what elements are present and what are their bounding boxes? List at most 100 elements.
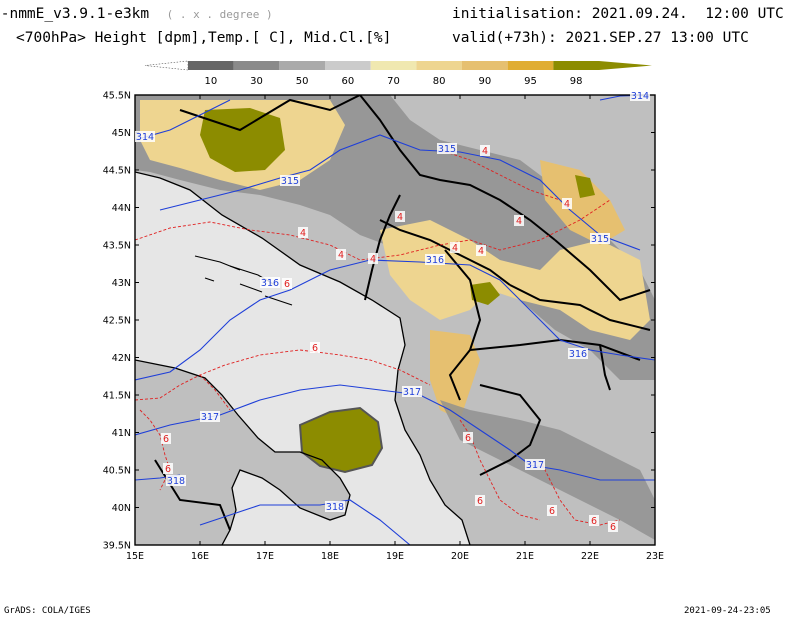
contour-label-bg [437,143,457,154]
height-contour-label: 315 [281,176,299,187]
latitude-label: 45N [112,128,131,139]
latitude-label: 41.5N [103,391,131,402]
height-contour-label: 316 [261,278,279,289]
colorbar-segment [507,61,554,70]
temperature-contour-label: 6 [610,522,616,533]
valid-label: valid(+73h): [452,30,557,46]
colorbar-label: 10 [204,76,217,87]
height-contour-labels: 314 315 315 315 316 316 316 317 317 317 318 318 314 [135,90,650,513]
longitude-labels: 15E 16E 17E 18E 19E 20E 21E 22E 23E [126,551,664,562]
temperature-contour-label: 6 [165,464,171,475]
temperature-contour-label: 4 [516,216,522,227]
temperature-contour-labels: 4 4 4 4 4 4 4 4 4 6 6 6 6 6 6 6 6 6 [161,145,618,533]
temperature-contour-label: 6 [591,516,597,527]
contour-label-bg [402,386,422,397]
height-contour-label: 317 [526,460,544,471]
contour-label-bg [463,432,473,443]
latitude-label: 40.5N [103,466,131,477]
latitude-label: 45.5N [103,91,131,102]
coastline-adriatic [135,171,471,545]
latitude-label: 40N [112,503,131,514]
colorbar-segment [462,61,508,70]
contour-label-bg [280,175,300,186]
colorbar-label: 98 [570,76,583,87]
height-contour-label: 315 [591,234,609,245]
height-contour-label: 318 [326,502,344,513]
colorbar-segment [553,61,599,70]
contour-label-bg [166,475,186,486]
contour-label-bg [395,211,405,222]
longitude-label: 22E [581,551,599,562]
cloud-peak-south [298,406,384,474]
contour-label-bg [476,245,486,256]
temperature-contour-label: 6 [284,279,290,290]
contour-label-bg [310,342,320,353]
height-contour-label: 314 [631,91,649,102]
temperature-contour-label: 6 [477,496,483,507]
valid-line: valid(+73h): 2021.SEP.27 13:00 UTC [452,30,749,47]
cloud-peak-east [575,175,595,198]
latitude-label: 43.5N [103,241,131,252]
country-borders [154,95,651,531]
longitude-label: 15E [126,551,144,562]
footer-right: 2021-09-24-23:05 [684,606,771,616]
contour-label-bg [425,254,445,265]
contour-label-bg [135,131,155,142]
colorbar: 10 30 50 60 70 80 90 95 98 [144,60,652,87]
colorbar-label: 70 [387,76,400,87]
contour-label-bg [590,233,610,244]
temperature-contour-label: 4 [370,254,376,265]
longitude-label: 18E [321,551,339,562]
longitude-label: 16E [191,551,209,562]
latitude-label: 44N [112,203,131,214]
valid-time: 13:00 UTC [670,30,749,46]
valid-date: 2021.SEP.27 [565,30,662,46]
header-title-line: f-nmmE_v3.9.1-e3km ( . x . degree ) [0,6,273,23]
footer-left: GrADS: COLA/IGES [4,606,91,616]
height-contour-label: 316 [569,349,587,360]
longitude-label: 19E [386,551,404,562]
colorbar-label: 95 [524,76,537,87]
contour-label-bg [608,521,618,532]
cloud-gray-south [440,400,655,540]
longitude-label: 20E [451,551,469,562]
colorbar-label: 90 [478,76,491,87]
axis-ticks [134,94,656,546]
temperature-contour-label: 4 [397,212,403,223]
longitude-label: 23E [646,551,664,562]
height-contour-label: 317 [201,412,219,423]
contour-label-bg [475,495,485,506]
model-name: f-nmmE_v3.9.1-e3km [0,6,150,22]
contour-label-bg [589,515,599,526]
land-italy-heel [135,360,350,545]
colorbar-label: 80 [433,76,446,87]
contour-label-bg [325,501,345,512]
temperature-contour-label: 6 [163,434,169,445]
contour-label-bg [630,90,650,101]
contour-label-bg [161,433,171,444]
colorbar-label: 60 [341,76,354,87]
temperature-contour-label: 4 [564,199,570,210]
units-note: ( . x . degree ) [166,8,273,21]
cloud-peak-central [470,282,500,305]
longitude-label: 21E [516,551,534,562]
height-contour-label: 315 [438,144,456,155]
init-line: initialisation: 2021.09.24. 12:00 UTC [452,6,784,23]
colorbar-segment [416,61,462,70]
latitude-label: 43N [112,278,131,289]
contour-label-bg [450,242,460,253]
latitude-label: 39.5N [103,541,131,552]
contour-label-bg [547,505,557,516]
longitude-label: 17E [256,551,274,562]
contour-label-bg [525,459,545,470]
fields-description: <700hPa> Height [dpm],Temp.[ C], Mid.Cl.… [16,30,392,46]
height-contour-label: 316 [426,255,444,266]
cloud-yellow-east [540,160,625,245]
colorbar-segment [188,61,234,70]
latitude-label: 41N [112,428,131,439]
contour-label-bg [260,277,280,288]
contour-label-bg [568,348,588,359]
height-contour-label: 314 [136,132,154,143]
contour-label-bg [163,463,173,474]
